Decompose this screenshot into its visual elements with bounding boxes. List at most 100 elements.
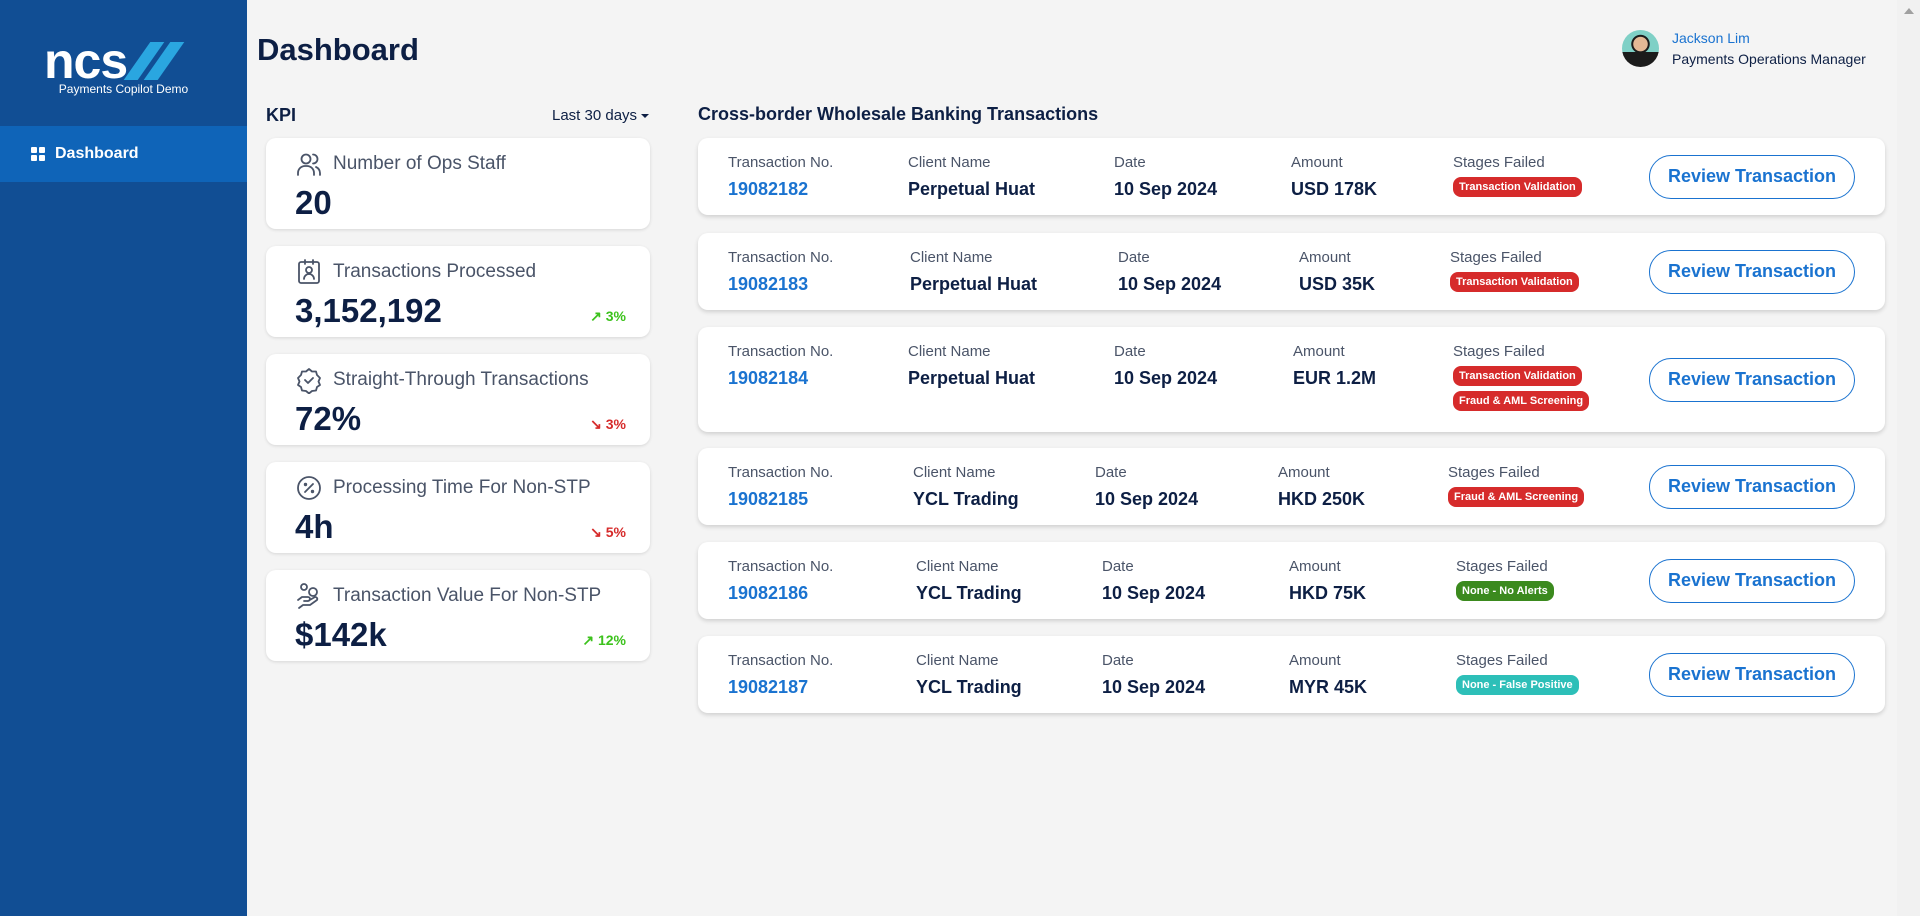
- transaction-number-value[interactable]: 19082186: [728, 583, 809, 603]
- client-name-cell: Client Name YCL Trading: [916, 558, 1022, 604]
- kpi-label: Processing Time For Non-STP: [333, 477, 591, 498]
- amount-label: Amount: [1293, 343, 1345, 360]
- kpi-value: 20: [295, 184, 332, 221]
- amount-value: USD 35K: [1299, 274, 1376, 294]
- amount-label: Amount: [1299, 249, 1351, 266]
- date-range-dropdown[interactable]: Last 30 days: [552, 107, 650, 124]
- user-profile[interactable]: Jackson Lim Payments Operations Manager: [1622, 30, 1866, 67]
- trend-down-icon: ↘: [590, 416, 602, 432]
- client-name-value: YCL Trading: [916, 677, 1022, 697]
- client-name-label: Client Name: [908, 154, 991, 171]
- date-value: 10 Sep 2024: [1095, 489, 1199, 509]
- stages-label: Stages Failed: [1450, 249, 1542, 266]
- kpi-card: Transaction Value For Non-STP $142k ↗ 12…: [266, 570, 650, 661]
- user-name[interactable]: Jackson Lim: [1672, 30, 1750, 46]
- transaction-number-cell: Transaction No. 19082184: [728, 343, 833, 389]
- date-cell: Date 10 Sep 2024: [1114, 154, 1217, 200]
- amount-value: EUR 1.2M: [1293, 368, 1377, 388]
- stage-badge: Transaction Validation: [1453, 366, 1582, 386]
- review-transaction-button[interactable]: Review Transaction: [1649, 154, 1855, 199]
- transaction-number-value[interactable]: 19082182: [728, 179, 809, 199]
- date-label: Date: [1102, 558, 1134, 575]
- review-transaction-button[interactable]: Review Transaction: [1649, 357, 1855, 402]
- review-transaction-button[interactable]: Review Transaction: [1649, 652, 1855, 697]
- review-transaction-button[interactable]: Review Transaction: [1649, 558, 1855, 603]
- amount-cell: Amount MYR 45K: [1289, 652, 1367, 698]
- client-name-cell: Client Name Perpetual Huat: [908, 154, 1035, 200]
- transaction-number-cell: Transaction No. 19082182: [728, 154, 833, 200]
- transactions-heading: Cross-border Wholesale Banking Transacti…: [698, 104, 1099, 124]
- kpi-trend-value: 3%: [605, 308, 626, 324]
- date-range-label: Last 30 days: [552, 107, 638, 124]
- client-name-label: Client Name: [908, 343, 991, 360]
- stages-label: Stages Failed: [1453, 343, 1545, 360]
- transaction-number-cell: Transaction No. 19082185: [728, 464, 833, 510]
- transaction-number-value[interactable]: 19082183: [728, 274, 809, 294]
- review-transaction-button[interactable]: Review Transaction: [1649, 249, 1855, 294]
- amount-cell: Amount HKD 250K: [1278, 464, 1365, 510]
- logo-text: ncs: [44, 33, 128, 89]
- kpi-heading: KPI: [266, 105, 297, 125]
- badge-id-icon: [298, 259, 320, 284]
- ncs-logo: ncs: [44, 33, 185, 89]
- kpi-trend: ↘ 5%: [590, 524, 626, 541]
- date-label: Date: [1102, 652, 1134, 669]
- transaction-row: Transaction No. 19082184 Client Name Perpet…: [698, 327, 1885, 432]
- kpi-trend: ↗ 12%: [582, 632, 626, 649]
- stages-cell: Stages Failed Transaction Validation: [1453, 154, 1582, 197]
- client-name-value: Perpetual Huat: [910, 274, 1038, 294]
- transaction-row: Transaction No. 19082182 Client Name Perpet…: [698, 138, 1885, 215]
- transaction-row: Transaction No. 19082187 Client Name YCL Tr…: [698, 636, 1885, 713]
- date-cell: Date 10 Sep 2024: [1118, 249, 1221, 295]
- amount-value: HKD 75K: [1289, 583, 1367, 603]
- transaction-number-label: Transaction No.: [728, 154, 834, 171]
- sidebar-item-dashboard[interactable]: Dashboard: [0, 126, 247, 182]
- client-name-cell: Client Name Perpetual Huat: [908, 343, 1035, 389]
- stage-badge: None - No Alerts: [1456, 581, 1554, 601]
- transaction-number-label: Transaction No.: [728, 464, 834, 481]
- kpi-label: Number of Ops Staff: [333, 153, 506, 174]
- stages-cell: Stages Failed Transaction Validation: [1450, 249, 1579, 292]
- transaction-row: Transaction No. 19082183 Client Name Perpet…: [698, 233, 1885, 310]
- transaction-number-value[interactable]: 19082185: [728, 489, 809, 509]
- transaction-number-label: Transaction No.: [728, 343, 834, 360]
- date-value: 10 Sep 2024: [1114, 368, 1218, 388]
- stages-cell: Stages Failed Fraud & AML Screening: [1448, 464, 1585, 507]
- date-label: Date: [1114, 343, 1146, 360]
- caret-down-icon: [641, 114, 650, 119]
- logo-slash-icon: [123, 42, 185, 80]
- trend-up-icon: ↗: [582, 632, 595, 648]
- date-value: 10 Sep 2024: [1102, 583, 1206, 603]
- client-name-label: Client Name: [910, 249, 993, 266]
- trend-down-icon: ↘: [590, 524, 602, 540]
- scrollbar[interactable]: [1897, 0, 1920, 916]
- stages-cell: Stages Failed None - No Alerts: [1456, 558, 1554, 601]
- user-role: Payments Operations Manager: [1672, 51, 1866, 67]
- transaction-number-cell: Transaction No. 19082187: [728, 652, 833, 698]
- kpi-trend: ↗ 3%: [590, 308, 626, 325]
- kpi-card: Number of Ops Staff 20: [266, 138, 650, 229]
- amount-label: Amount: [1289, 558, 1341, 575]
- transaction-number-value[interactable]: 19082187: [728, 677, 809, 697]
- transaction-number-label: Transaction No.: [728, 249, 834, 266]
- rosette-check-icon: [297, 368, 321, 394]
- trend-up-icon: ↗: [590, 308, 602, 324]
- kpi-value: $142k: [295, 616, 387, 653]
- date-cell: Date 10 Sep 2024: [1102, 558, 1205, 604]
- stages-cell: Stages Failed None - False Positive: [1456, 652, 1579, 695]
- scroll-up-icon[interactable]: [1904, 8, 1914, 14]
- stage-badge: None - False Positive: [1456, 675, 1579, 695]
- transaction-number-cell: Transaction No. 19082186: [728, 558, 833, 604]
- transaction-number-value[interactable]: 19082184: [728, 368, 809, 388]
- amount-cell: Amount USD 178K: [1291, 154, 1377, 200]
- stages-label: Stages Failed: [1448, 464, 1540, 481]
- date-value: 10 Sep 2024: [1114, 179, 1218, 199]
- sidebar-item-label: Dashboard: [55, 145, 139, 162]
- review-transaction-button[interactable]: Review Transaction: [1649, 464, 1855, 509]
- amount-value: HKD 250K: [1278, 489, 1366, 509]
- kpi-label: Transaction Value For Non-STP: [333, 585, 602, 606]
- kpi-value: 72%: [295, 400, 362, 437]
- transaction-number-label: Transaction No.: [728, 652, 834, 669]
- date-label: Date: [1118, 249, 1150, 266]
- client-name-cell: Client Name YCL Trading: [916, 652, 1022, 698]
